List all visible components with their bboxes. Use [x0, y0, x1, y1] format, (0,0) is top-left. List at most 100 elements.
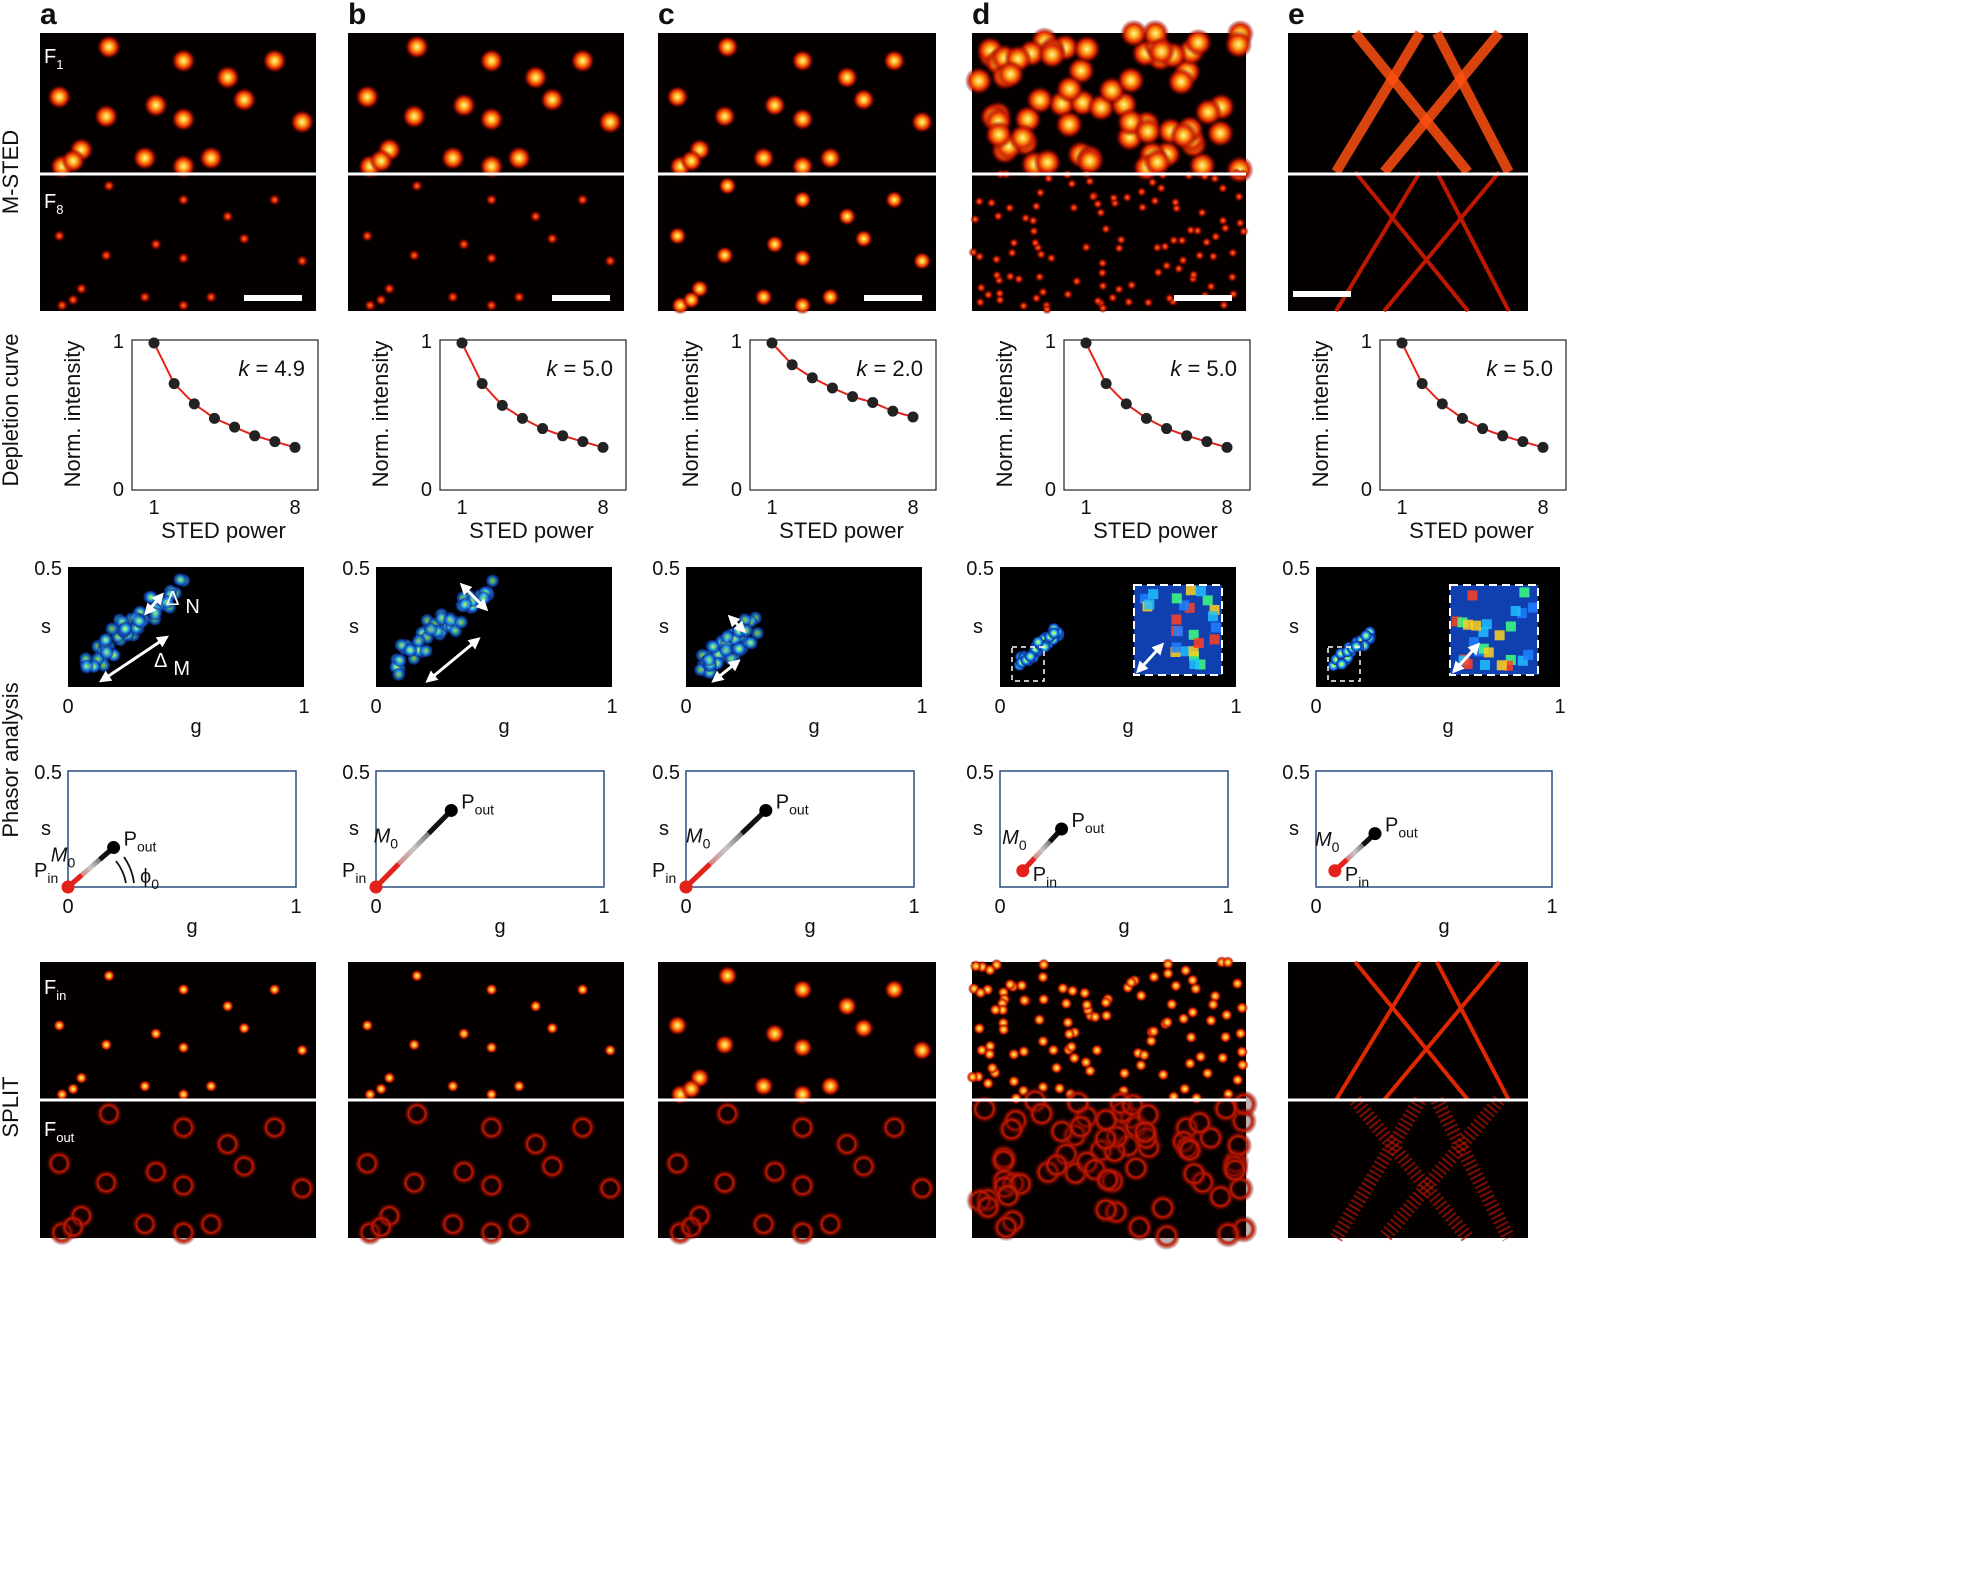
blob	[262, 48, 287, 73]
blob	[138, 1080, 151, 1093]
blob	[1227, 272, 1238, 283]
blob	[1037, 1035, 1050, 1048]
ring	[289, 1175, 316, 1202]
ring	[973, 1193, 1002, 1222]
pin-point	[61, 880, 75, 894]
phasor-s-label: s	[41, 616, 51, 638]
ring	[850, 1153, 877, 1180]
data-point	[1181, 430, 1193, 442]
ring	[214, 1131, 241, 1158]
blob	[1062, 289, 1073, 300]
pin-point	[679, 880, 693, 894]
phasor-g-tick: 0	[1310, 696, 1321, 718]
data-point	[289, 441, 301, 453]
ring	[1180, 1159, 1209, 1188]
phasor-point	[131, 613, 146, 628]
data-point	[1517, 436, 1529, 448]
phasor-schematic-box	[1315, 770, 1553, 888]
blob	[984, 120, 1013, 149]
blob	[570, 48, 595, 73]
blob	[540, 87, 565, 112]
phasor-g-tick: 1	[298, 696, 309, 718]
row-label-phasor: Phasor analysis	[0, 682, 23, 837]
blob	[67, 293, 80, 306]
blob	[1100, 223, 1111, 234]
delta-n-arrow	[459, 582, 489, 612]
blob	[764, 1023, 785, 1044]
filament	[1430, 1096, 1516, 1242]
blob	[1136, 186, 1147, 197]
blob	[791, 108, 814, 131]
ring	[261, 1114, 288, 1141]
blob	[1236, 1045, 1249, 1058]
phasor-schematic-box	[685, 770, 915, 888]
blob	[1168, 235, 1179, 246]
blob	[1043, 173, 1054, 184]
inset-pixel	[1172, 626, 1183, 637]
blob	[1118, 1067, 1131, 1080]
phasor-point	[419, 643, 434, 658]
blob	[1004, 978, 1017, 991]
curve-xtick: 1	[1080, 497, 1091, 519]
blob	[883, 49, 906, 72]
blob	[1238, 226, 1249, 237]
ring	[170, 1172, 197, 1199]
filament	[1435, 961, 1511, 1101]
curve-ytick: 1	[1361, 331, 1372, 353]
blob	[1148, 970, 1161, 983]
blob	[1037, 40, 1066, 69]
blob	[1167, 67, 1196, 96]
blob	[1071, 276, 1082, 287]
phasor-s-tick: 0.5	[966, 558, 994, 580]
ring	[478, 1172, 505, 1199]
m0-sub: 0	[1019, 837, 1027, 853]
blob	[1216, 1051, 1229, 1064]
data-point	[887, 405, 899, 417]
curve-ytick: 1	[421, 331, 432, 353]
ring	[1093, 1165, 1122, 1194]
blob	[913, 251, 932, 270]
blob	[1097, 303, 1108, 314]
blob	[1028, 226, 1039, 237]
curve-axes	[439, 339, 627, 491]
blob	[1004, 202, 1015, 213]
blob	[838, 207, 857, 226]
ring	[1175, 1136, 1204, 1165]
pout-main: P	[1072, 810, 1085, 832]
blob	[1088, 191, 1099, 202]
blob	[993, 211, 1004, 222]
label-fin: Fin	[44, 977, 66, 1003]
blob	[1015, 979, 1028, 992]
phasor-point	[1335, 658, 1348, 671]
phasor-point	[458, 597, 473, 612]
blob	[973, 1022, 986, 1035]
ring	[354, 1150, 381, 1177]
blob	[1188, 269, 1199, 280]
ring	[1224, 1131, 1253, 1160]
phasor-g-tick: 1	[290, 896, 301, 918]
blob	[1013, 274, 1024, 285]
blob	[1031, 293, 1042, 304]
k-number: 5.0	[1206, 356, 1237, 381]
ring	[368, 1213, 395, 1240]
inset-pixel	[1494, 630, 1505, 641]
m0-sub: 0	[1332, 839, 1340, 855]
blob	[1050, 1061, 1063, 1074]
data-point	[537, 423, 549, 435]
ring	[60, 1213, 87, 1240]
m0-label: M0	[1002, 827, 1027, 853]
blob	[1116, 234, 1127, 245]
ring	[1125, 1213, 1154, 1242]
filament	[1334, 170, 1422, 313]
ring	[789, 1172, 816, 1199]
label-f1-sub: 1	[56, 57, 63, 72]
curve-xtick: 1	[1396, 497, 1407, 519]
blob	[1005, 271, 1016, 282]
blob	[852, 88, 875, 111]
blob	[1194, 1050, 1207, 1063]
blob	[1184, 1057, 1197, 1070]
blob	[682, 290, 701, 309]
phasor-point	[485, 573, 500, 588]
pout-point	[1055, 822, 1069, 836]
